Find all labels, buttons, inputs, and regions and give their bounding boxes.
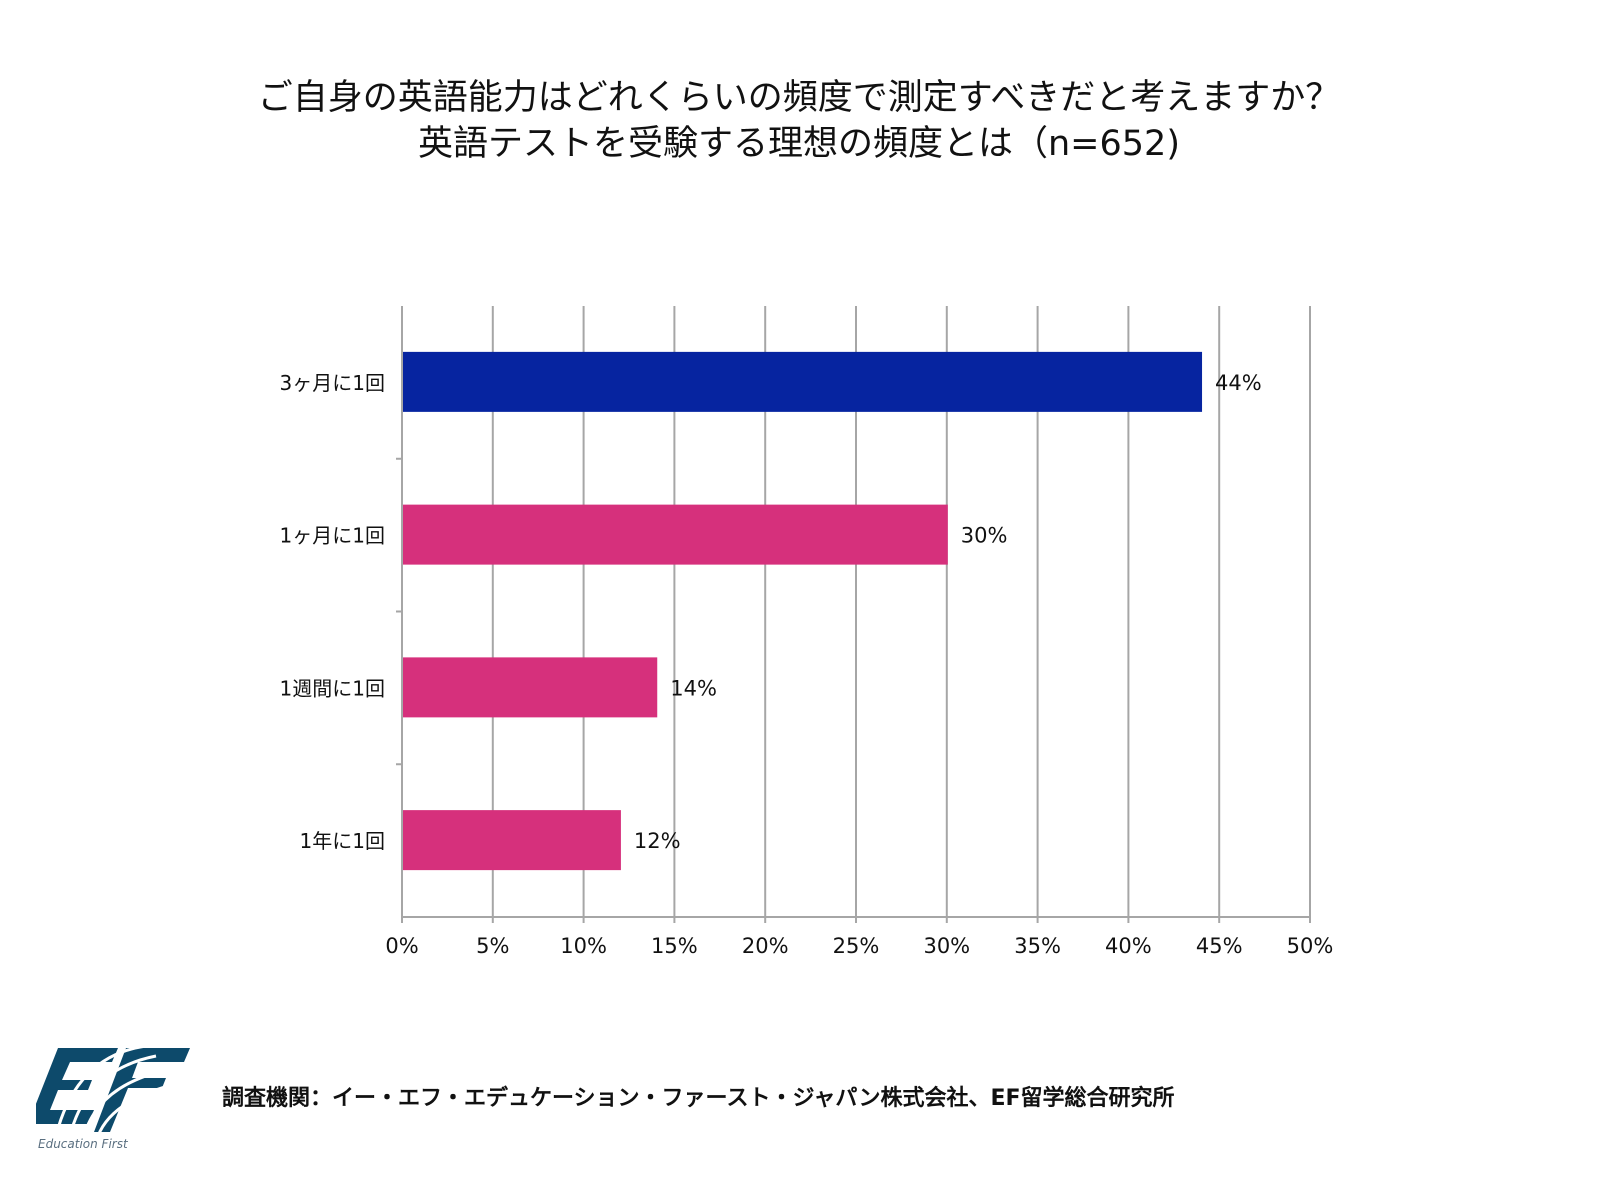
x-tick-label: 30%	[923, 934, 970, 958]
category-label: 1ヶ月に1回	[280, 524, 385, 548]
x-tick-label: 40%	[1105, 934, 1152, 958]
x-tick-label: 50%	[1287, 934, 1334, 958]
data-label: 44%	[1215, 371, 1262, 395]
category-label: 1週間に1回	[280, 676, 385, 700]
bar	[403, 657, 658, 718]
x-tick-label: 10%	[560, 934, 607, 958]
x-tick-label: 25%	[833, 934, 880, 958]
x-tick-label: 45%	[1196, 934, 1243, 958]
bar	[403, 504, 948, 565]
data-label: 14%	[670, 676, 717, 700]
bar	[403, 351, 1203, 412]
data-label: 12%	[634, 829, 681, 853]
logo-text: Education First	[38, 1137, 128, 1151]
category-label: 1年に1回	[300, 829, 385, 853]
chart-title: ご自身の英語能力はどれくらいの頻度で測定すべきだと考えますか？	[257, 78, 1341, 118]
x-tick-label: 15%	[651, 934, 698, 958]
bar	[403, 810, 621, 871]
chart-subtitle: 英語テストを受験する理想の頻度とは（n=652)	[418, 124, 1180, 164]
x-tick-label: 20%	[742, 934, 789, 958]
x-tick-label: 5%	[476, 934, 509, 958]
source-note: 調査機関：イー・エフ・エデュケーション・ファースト・ジャパン株式会社、EF留学総…	[222, 1086, 1175, 1111]
data-label: 30%	[961, 524, 1008, 548]
x-tick-label: 0%	[385, 934, 418, 958]
ef-logo	[28, 1044, 192, 1142]
category-label: 3ヶ月に1回	[280, 371, 385, 395]
x-tick-label: 35%	[1014, 934, 1061, 958]
